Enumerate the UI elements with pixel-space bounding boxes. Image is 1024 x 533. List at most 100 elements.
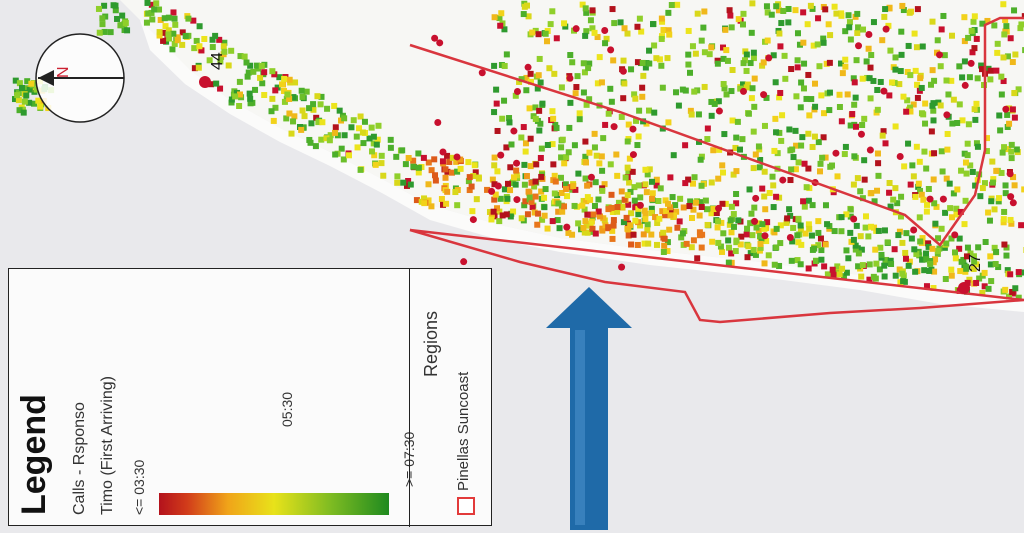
call-dot bbox=[870, 273, 877, 280]
call-dot bbox=[528, 198, 535, 205]
call-dot bbox=[510, 208, 517, 215]
call-dot bbox=[674, 1, 681, 8]
call-dot bbox=[664, 239, 671, 246]
call-dot bbox=[942, 209, 949, 216]
call-dot bbox=[751, 75, 758, 82]
call-dot bbox=[704, 221, 711, 228]
call-dot bbox=[874, 150, 881, 157]
call-dot bbox=[998, 169, 1005, 176]
call-dot bbox=[624, 30, 631, 37]
call-dot bbox=[748, 210, 755, 217]
call-dot bbox=[843, 247, 850, 254]
call-dot bbox=[899, 270, 906, 277]
call-dot bbox=[662, 197, 669, 204]
call-dot bbox=[824, 271, 831, 278]
call-dot bbox=[1012, 51, 1019, 58]
call-dot bbox=[959, 74, 966, 81]
call-dot bbox=[949, 120, 956, 127]
call-dot bbox=[639, 93, 646, 100]
call-dot bbox=[892, 123, 899, 130]
call-dot bbox=[572, 90, 579, 97]
call-dot bbox=[970, 18, 977, 25]
call-dot bbox=[15, 97, 22, 104]
call-dot bbox=[896, 266, 903, 273]
call-dot bbox=[638, 28, 645, 35]
call-dot bbox=[529, 204, 536, 211]
call-dot bbox=[867, 95, 874, 102]
call-dot bbox=[446, 158, 453, 165]
call-dot bbox=[802, 230, 809, 237]
call-dot bbox=[815, 242, 822, 249]
call-dot bbox=[1003, 244, 1010, 251]
call-dot bbox=[808, 232, 815, 239]
call-dot bbox=[973, 140, 980, 147]
call-dot bbox=[241, 53, 248, 60]
call-dot bbox=[934, 247, 941, 254]
call-dot bbox=[541, 194, 548, 201]
call-dot bbox=[776, 94, 783, 101]
call-dot bbox=[550, 115, 557, 122]
call-dot bbox=[728, 203, 735, 210]
call-dot bbox=[212, 32, 219, 39]
call-dot bbox=[621, 196, 628, 203]
call-dot bbox=[878, 251, 885, 258]
call-dot bbox=[749, 85, 756, 92]
call-dot bbox=[637, 222, 644, 229]
call-dot bbox=[195, 64, 202, 71]
call-dot bbox=[488, 187, 496, 195]
call-dot bbox=[931, 150, 938, 157]
call-dot bbox=[914, 6, 921, 13]
call-dot bbox=[832, 149, 840, 157]
call-dot bbox=[991, 206, 998, 213]
station-27: 27 bbox=[958, 254, 984, 294]
call-dot bbox=[811, 133, 818, 140]
call-dot bbox=[729, 66, 736, 73]
call-dot bbox=[925, 243, 932, 250]
call-dot bbox=[993, 67, 1000, 74]
call-dot bbox=[501, 97, 508, 104]
call-dot bbox=[688, 111, 695, 118]
call-dot bbox=[28, 80, 35, 87]
call-dot bbox=[678, 234, 685, 241]
call-dot bbox=[895, 232, 902, 239]
call-dot bbox=[968, 27, 975, 34]
call-dot bbox=[372, 161, 379, 168]
call-dot bbox=[99, 21, 106, 28]
call-dot bbox=[165, 14, 172, 21]
call-dot bbox=[887, 47, 894, 54]
call-dot bbox=[366, 135, 373, 142]
call-dot bbox=[829, 266, 836, 273]
call-dot bbox=[708, 44, 715, 51]
call-dot bbox=[198, 47, 205, 54]
call-dot bbox=[591, 130, 598, 137]
call-dot bbox=[971, 106, 978, 113]
call-dot bbox=[506, 115, 513, 122]
call-dot bbox=[484, 186, 491, 193]
call-dot bbox=[930, 284, 937, 291]
call-dot bbox=[667, 174, 674, 181]
call-dot bbox=[550, 161, 557, 168]
call-dot bbox=[995, 264, 1002, 271]
call-dot bbox=[800, 85, 807, 92]
call-dot bbox=[923, 256, 930, 263]
call-dot bbox=[625, 201, 632, 208]
call-dot bbox=[661, 212, 668, 219]
call-dot bbox=[567, 99, 574, 106]
call-dot bbox=[1012, 285, 1019, 292]
call-dot bbox=[670, 152, 677, 159]
call-dot bbox=[584, 229, 591, 236]
call-dot bbox=[26, 99, 33, 106]
call-dot bbox=[923, 165, 930, 172]
call-dot bbox=[341, 115, 348, 122]
call-dot bbox=[1002, 16, 1009, 23]
call-dot bbox=[706, 51, 713, 58]
call-dot bbox=[861, 157, 868, 164]
call-dot bbox=[898, 193, 905, 200]
call-dot bbox=[779, 176, 787, 184]
call-dot bbox=[513, 167, 520, 174]
call-dot bbox=[648, 209, 655, 216]
call-dot bbox=[914, 94, 921, 101]
call-dot bbox=[732, 248, 739, 255]
call-dot bbox=[725, 244, 732, 251]
call-dot bbox=[503, 144, 510, 151]
